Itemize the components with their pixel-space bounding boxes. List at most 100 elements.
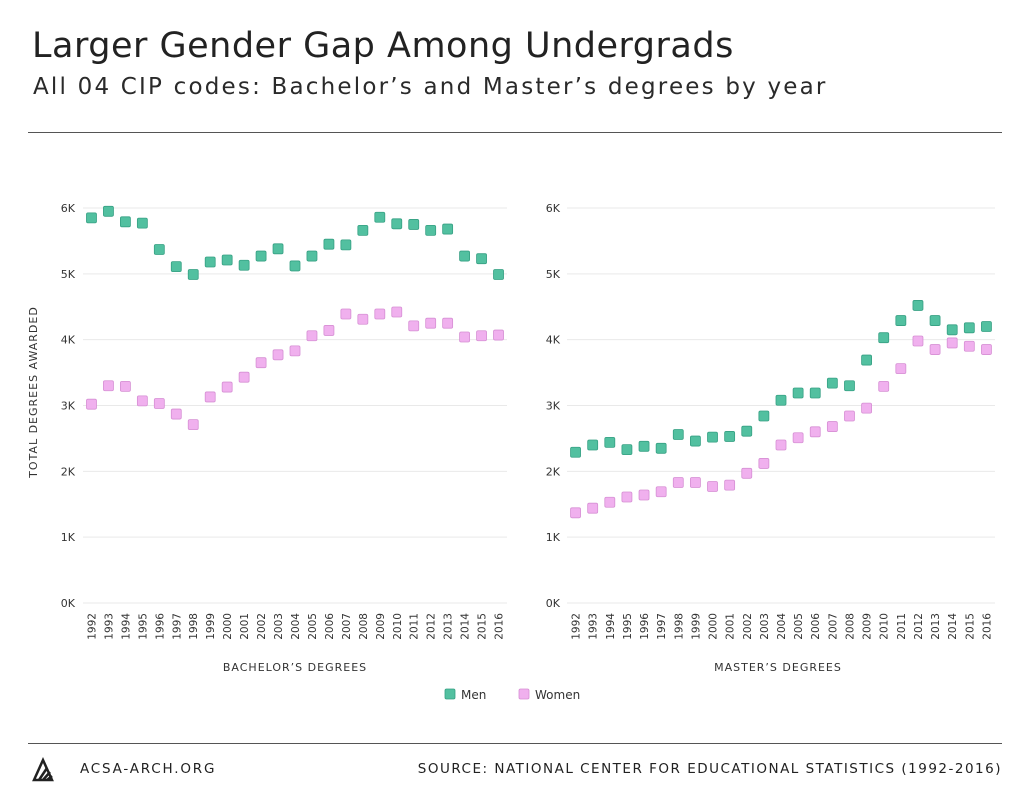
data-point-women	[638, 489, 650, 501]
legend-label-men: Men	[461, 688, 486, 702]
data-point-men	[86, 212, 97, 224]
x-tick-label: 1994	[120, 613, 132, 640]
data-point-women	[136, 395, 148, 407]
x-tick-label: 1997	[656, 613, 668, 640]
x-tick-label: 2007	[827, 613, 839, 640]
data-point-women	[103, 380, 114, 392]
data-point-men	[340, 239, 352, 251]
data-point-men	[878, 332, 890, 344]
data-point-men	[204, 256, 216, 268]
y-tick-label: 0K	[546, 597, 561, 610]
data-point-men	[221, 254, 233, 266]
x-tick-label: 1999	[205, 613, 217, 640]
x-tick-label: 2001	[725, 613, 737, 640]
x-tick-label: 1996	[154, 613, 166, 640]
data-point-men	[844, 380, 855, 392]
data-point-women	[153, 398, 165, 409]
data-point-women	[724, 479, 736, 491]
data-point-women	[690, 477, 701, 488]
x-tick-label: 2003	[759, 613, 771, 640]
x-tick-label: 2008	[358, 613, 370, 640]
x-tick-label: 2009	[375, 613, 387, 640]
x-tick-label: 2000	[708, 613, 720, 640]
data-point-men	[912, 300, 924, 311]
data-point-women	[425, 317, 437, 329]
data-point-women	[221, 381, 233, 393]
data-point-women	[604, 496, 616, 508]
data-point-men	[707, 431, 718, 443]
x-tick-label: 2007	[341, 613, 353, 640]
data-point-men	[442, 223, 454, 235]
data-point-men	[323, 238, 335, 250]
x-tick-label: 2016	[981, 613, 993, 640]
x-tick-label: 2002	[742, 613, 754, 640]
data-point-men	[170, 261, 182, 272]
data-point-men	[493, 269, 504, 280]
legend-marker-women	[518, 688, 530, 700]
x-tick-label: 2013	[443, 613, 455, 640]
data-point-men	[391, 218, 403, 230]
data-point-men	[476, 253, 487, 265]
x-tick-label: 2000	[222, 613, 234, 640]
chart-panel-2: 0K 1K 2K 3K 4K 5K 6K 1992 1993 1994 1995 1996 1997 19…	[546, 202, 995, 674]
y-tick-label: 3K	[61, 400, 76, 413]
footer-site[interactable]: ACSA-ARCH.ORG	[80, 761, 217, 777]
data-point-men	[946, 324, 958, 336]
x-tick-label: 2005	[307, 613, 319, 640]
x-axis-title: BACHELOR’S DEGREES	[223, 661, 367, 674]
data-point-men	[255, 250, 267, 262]
data-point-men	[306, 250, 318, 262]
legend-label-women: Women	[535, 688, 580, 702]
data-point-women	[981, 344, 992, 355]
data-point-women	[170, 408, 182, 420]
data-point-men	[604, 436, 616, 448]
data-point-women	[809, 426, 821, 438]
data-point-women	[570, 507, 581, 519]
data-point-women	[775, 439, 787, 451]
data-point-women	[86, 398, 97, 410]
x-tick-label: 2010	[879, 613, 891, 640]
data-point-women	[272, 349, 284, 361]
x-tick-label: 1993	[103, 613, 115, 640]
x-tick-label: 2004	[290, 613, 302, 640]
x-tick-label: 1994	[605, 613, 617, 640]
data-point-women	[844, 410, 855, 422]
data-point-women	[861, 402, 872, 414]
x-tick-label: 1995	[137, 613, 149, 640]
x-tick-label: 2010	[392, 613, 404, 640]
data-point-men	[621, 444, 633, 456]
data-point-men	[963, 322, 975, 334]
x-axis-title: MASTER’S DEGREES	[714, 661, 842, 674]
x-tick-label: 2003	[273, 613, 285, 640]
y-tick-label: 5K	[61, 268, 76, 281]
y-tick-label: 1K	[546, 531, 561, 544]
y-axis-title: TOTAL DEGREES AWARDED	[27, 306, 40, 479]
data-point-women	[391, 306, 403, 318]
data-point-women	[120, 381, 131, 392]
data-point-women	[929, 344, 941, 355]
y-tick-label: 2K	[61, 465, 76, 478]
data-point-women	[878, 381, 890, 392]
data-point-men	[981, 321, 992, 332]
data-point-men	[187, 269, 199, 280]
x-tick-label: 2001	[239, 613, 251, 640]
y-tick-label: 3K	[546, 400, 561, 413]
data-point-men	[672, 429, 684, 440]
charts-area: 0K 1K 2K 3K 4K 5K 6K 1992 1993 1994 1995 1996 1997 19…	[27, 202, 995, 702]
data-point-men	[895, 315, 907, 326]
x-tick-label: 1992	[571, 613, 583, 640]
x-tick-label: 2014	[947, 613, 959, 640]
legend: Men Women	[444, 688, 580, 702]
data-point-men	[655, 442, 667, 454]
top-divider	[28, 132, 1002, 133]
data-point-men	[408, 219, 420, 230]
y-tick-label: 4K	[546, 334, 561, 347]
footer-source: SOURCE: NATIONAL CENTER FOR EDUCATIONAL …	[417, 761, 1002, 777]
data-point-women	[741, 467, 753, 479]
data-point-women	[493, 329, 504, 341]
y-tick-label: 6K	[546, 202, 561, 215]
data-point-women	[357, 313, 369, 325]
x-tick-label: 2011	[409, 613, 421, 640]
data-point-women	[621, 491, 633, 503]
data-point-men	[289, 260, 301, 272]
